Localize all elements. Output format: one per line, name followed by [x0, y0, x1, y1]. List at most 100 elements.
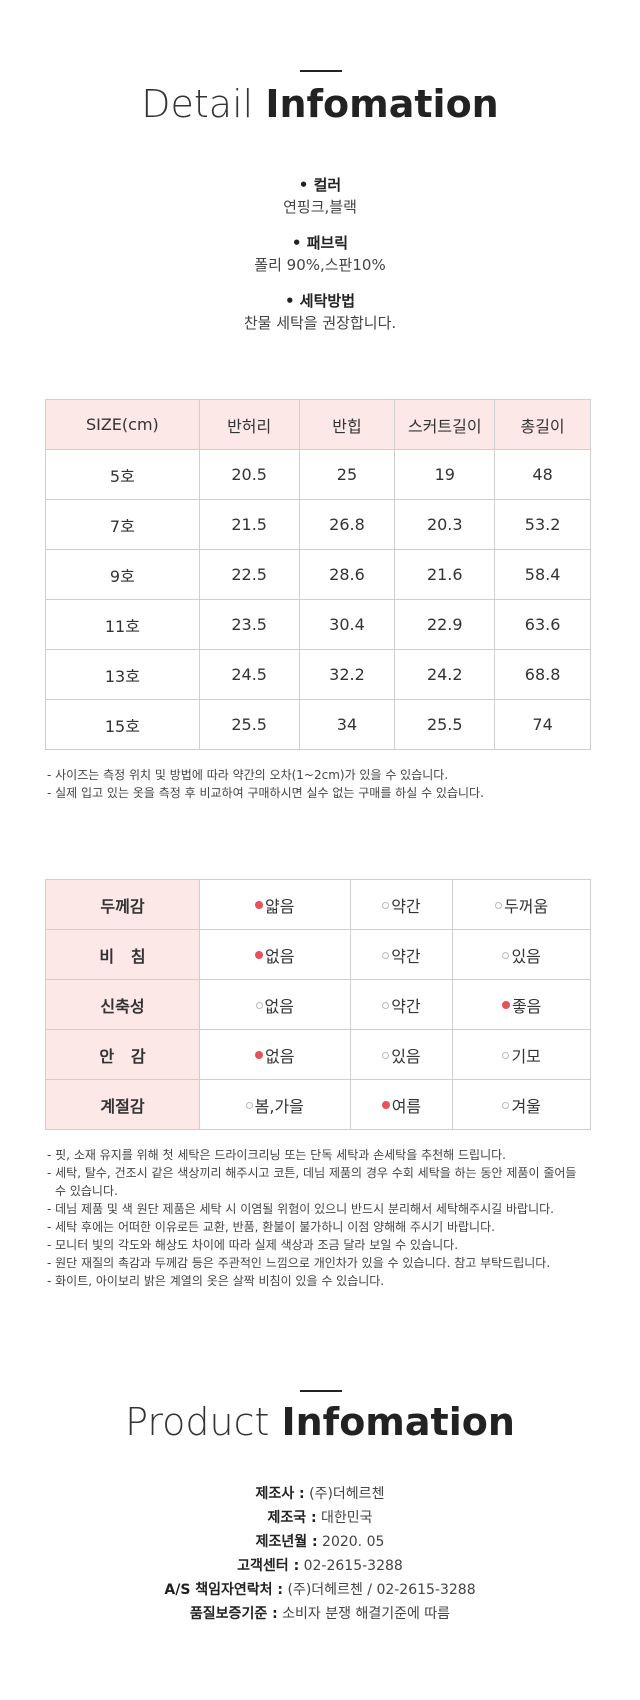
table-cell: 28.6	[298, 549, 396, 600]
table-cell: 32.2	[298, 649, 396, 700]
feel-option: 있음	[452, 929, 591, 980]
title-rule-top	[300, 70, 342, 72]
detail-title: Detail Infomation	[0, 82, 640, 126]
feel-option-label: 약간	[391, 896, 421, 916]
table-row: 11호 23.5 30.4 22.9 63.6	[45, 599, 591, 650]
feel-option: 있음	[349, 1029, 454, 1080]
size-table: SIZE(cm) 반허리 반힙 스커트길이 총길이 5호 20.5 25 19 …	[45, 399, 591, 750]
detail-title-light: Detail	[141, 82, 254, 126]
product-title: Product Infomation	[0, 1400, 640, 1444]
table-cell: 20.3	[394, 499, 496, 550]
table-cell: 15호	[45, 699, 200, 750]
table-cell: 22.9	[394, 599, 496, 650]
unselected-dot-icon	[502, 1051, 510, 1059]
table-row: 13호 24.5 32.2 24.2 68.8	[45, 649, 591, 700]
note-line: - 사이즈는 측정 위치 및 방법에 따라 약간의 오차(1~2cm)가 있을 …	[47, 768, 449, 782]
note-line: - 핏, 소재 유지를 위해 첫 세탁은 드라이크리닝 또는 단독 세탁과 손세…	[47, 1148, 506, 1162]
unselected-dot-icon	[255, 1001, 263, 1009]
unselected-dot-icon	[245, 1101, 253, 1109]
feel-option: 약간	[349, 879, 454, 930]
table-cell: 21.6	[394, 549, 496, 600]
feel-row-head: 계절감	[45, 1079, 200, 1130]
feel-option-label: 두꺼움	[504, 896, 549, 916]
table-cell: 74	[494, 699, 591, 750]
selected-dot-icon	[255, 1051, 264, 1059]
info-label: • 컬러	[298, 176, 342, 194]
feel-option-label: 있음	[511, 946, 541, 966]
feel-option: 여름	[349, 1079, 454, 1130]
size-notes: - 사이즈는 측정 위치 및 방법에 따라 약간의 오차(1~2cm)가 있을 …	[47, 766, 607, 802]
info-label: • 패브릭	[291, 234, 349, 252]
unselected-dot-icon	[495, 901, 503, 909]
info-value: 연핑크,블랙	[283, 198, 357, 216]
table-cell: 58.4	[494, 549, 591, 600]
feel-option: 기모	[452, 1029, 591, 1080]
selected-dot-icon	[255, 951, 264, 959]
product-row-customer-center: 고객센터 : 02-2615-3288	[0, 1554, 640, 1578]
feel-option: 없음	[199, 929, 351, 980]
selected-dot-icon	[255, 901, 264, 909]
table-cell: 26.8	[298, 499, 396, 550]
size-table-header-row: SIZE(cm) 반허리 반힙 스커트길이 총길이	[45, 399, 591, 450]
table-cell: 63.6	[494, 599, 591, 650]
selected-dot-icon	[381, 1101, 390, 1109]
selected-dot-icon	[501, 1001, 510, 1009]
title-rule-product	[300, 1390, 342, 1392]
product-row-key: 제조국 :	[267, 1510, 317, 1526]
feel-option-label: 약간	[391, 946, 421, 966]
table-cell: 7호	[45, 499, 200, 550]
feel-option-label: 여름	[391, 1096, 422, 1116]
product-row-as-contact: A/S 책임자연락처 : (주)더헤르첸 / 02-2615-3288	[0, 1578, 640, 1602]
product-title-light: Product	[125, 1400, 270, 1444]
feel-option-label: 좋음	[511, 996, 542, 1016]
product-row-key: A/S 책임자연락처 :	[164, 1582, 284, 1598]
table-cell: 68.8	[494, 649, 591, 700]
unselected-dot-icon	[502, 951, 510, 959]
info-value: 폴리 90%,스판10%	[254, 256, 386, 274]
table-cell: 20.5	[198, 449, 300, 500]
feel-option: 약간	[349, 979, 454, 1030]
table-cell: 34	[298, 699, 396, 750]
size-header-cell: 총길이	[494, 399, 591, 450]
product-row-key: 품질보증기준 :	[189, 1606, 278, 1622]
table-row: 5호 20.5 25 19 48	[45, 449, 591, 500]
product-row-quality: 품질보증기준 : 소비자 분쟁 해결기준에 따름	[0, 1602, 640, 1626]
table-cell: 11호	[45, 599, 200, 650]
feel-row-head: 안 감	[45, 1029, 200, 1080]
product-row-value: 02-2615-3288	[299, 1558, 403, 1574]
feel-option: 두꺼움	[452, 879, 591, 930]
unselected-dot-icon	[382, 1001, 390, 1009]
info-item-color: • 컬러 연핑크,블랙	[0, 174, 640, 218]
product-title-bold: Infomation	[281, 1400, 515, 1444]
unselected-dot-icon	[382, 901, 390, 909]
unselected-dot-icon	[382, 951, 390, 959]
detail-info-list: • 컬러 연핑크,블랙 • 패브릭 폴리 90%,스판10% • 세탁방법 찬물…	[0, 174, 640, 348]
table-cell: 21.5	[198, 499, 300, 550]
feel-option: 약간	[349, 929, 454, 980]
note-line: - 화이트, 아이보리 밝은 계열의 옷은 살짝 비침이 있을 수 있습니다.	[47, 1274, 385, 1288]
info-item-washing: • 세탁방법 찬물 세탁을 권장합니다.	[0, 290, 640, 334]
table-cell: 25	[298, 449, 396, 500]
unselected-dot-icon	[502, 1101, 510, 1109]
size-header-cell: 반허리	[198, 399, 300, 450]
table-row: 9호 22.5 28.6 21.6 58.4	[45, 549, 591, 600]
feel-option-label: 없음	[264, 996, 294, 1016]
note-line: - 실제 입고 있는 옷을 측정 후 비교하여 구매하시면 실수 없는 구매를 …	[47, 786, 484, 800]
table-cell: 5호	[45, 449, 200, 500]
feel-option-label: 있음	[391, 1046, 421, 1066]
unselected-dot-icon	[382, 1051, 390, 1059]
size-header-cell: 반힙	[298, 399, 396, 450]
size-header-cell: SIZE(cm)	[45, 399, 200, 450]
product-info-list: 제조사 : (주)더헤르첸 제조국 : 대한민국 제조년월 : 2020. 05…	[0, 1482, 640, 1626]
product-row-key: 제조사 :	[255, 1486, 305, 1502]
table-row: 15호 25.5 34 25.5 74	[45, 699, 591, 750]
product-row-key: 제조년월 :	[255, 1534, 318, 1550]
feel-option-label: 없음	[265, 1046, 295, 1066]
info-label: • 세탁방법	[284, 292, 355, 310]
care-notes: - 핏, 소재 유지를 위해 첫 세탁은 드라이크리닝 또는 단독 세탁과 손세…	[47, 1146, 607, 1290]
product-row-value: 대한민국	[316, 1510, 373, 1526]
feel-row-head: 두께감	[45, 879, 200, 930]
size-header-cell: 스커트길이	[394, 399, 496, 450]
table-cell: 25.5	[394, 699, 496, 750]
note-line: - 세탁, 탈수, 건조시 같은 색상끼리 해주시고 코튼, 데님 제품의 경우…	[47, 1166, 577, 1198]
